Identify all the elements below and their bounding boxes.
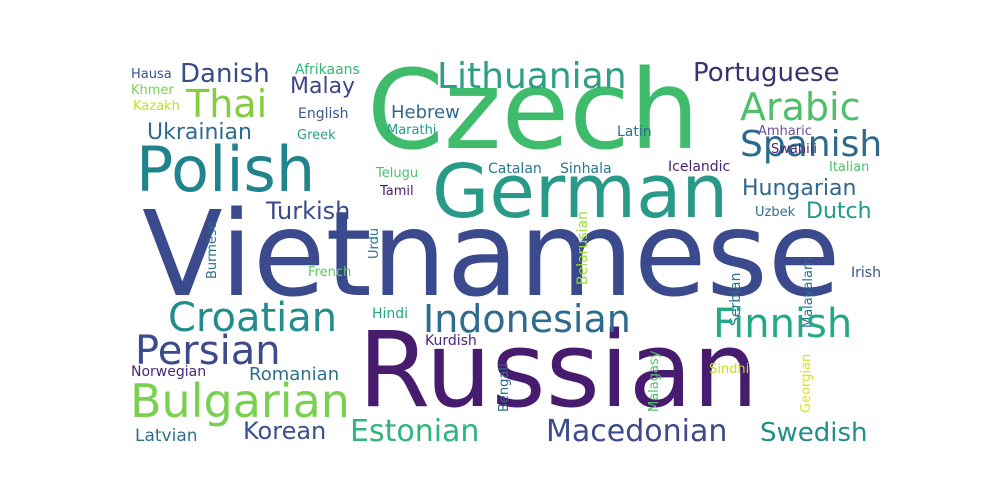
- word-icelandic: Icelandic: [668, 159, 731, 175]
- word-estonian: Estonian: [350, 414, 480, 449]
- word-czech: Czech: [367, 46, 700, 174]
- word-spanish: Spanish: [740, 124, 883, 165]
- word-german: German: [432, 149, 729, 235]
- word-khmer: Khmer: [131, 83, 174, 98]
- word-romanian: Romanian: [249, 364, 340, 385]
- word-burmese: Burmese: [205, 221, 220, 279]
- word-irish: Irish: [851, 265, 881, 281]
- word-hindi: Hindi: [372, 306, 409, 322]
- word-catalan: Catalan: [488, 161, 542, 177]
- word-norwegian: Norwegian: [131, 364, 207, 380]
- word-lithuanian: Lithuanian: [437, 56, 627, 97]
- word-hausa: Hausa: [131, 67, 172, 82]
- word-telugu: Telugu: [376, 166, 419, 181]
- word-portuguese: Portuguese: [693, 58, 840, 88]
- word-latvian: Latvian: [135, 426, 198, 446]
- word-french: French: [308, 265, 352, 280]
- word-kurdish: Kurdish: [425, 333, 477, 349]
- word-uzbek: Uzbek: [755, 205, 796, 220]
- word-bengali: Bengali: [497, 363, 512, 412]
- word-sinhala: Sinhala: [560, 161, 612, 177]
- word-amharic: Amharic: [758, 124, 812, 139]
- word-english: English: [298, 106, 349, 122]
- word-sindhi: Sindhi: [709, 362, 750, 377]
- word-latin: Latin: [617, 124, 652, 140]
- word-tamil: Tamil: [380, 184, 414, 199]
- word-persian: Persian: [135, 328, 281, 374]
- word-bulgarian: Bulgarian: [130, 374, 350, 428]
- word-urdu: Urdu: [367, 227, 382, 259]
- word-macedonian: Macedonian: [546, 414, 728, 449]
- word-malay: Malay: [290, 74, 356, 99]
- word-korean: Korean: [243, 417, 327, 445]
- word-russian: Russian: [358, 309, 759, 431]
- word-indonesian: Indonesian: [423, 297, 631, 341]
- word-turkish: Turkish: [266, 197, 351, 225]
- word-ukrainian: Ukrainian: [147, 120, 252, 145]
- word-swahili: Swahili: [771, 142, 817, 157]
- word-croatian: Croatian: [168, 295, 338, 341]
- word-finnish: Finnish: [713, 301, 853, 347]
- word-dutch: Dutch: [806, 199, 872, 224]
- word-malagasy: Malagasy: [647, 350, 662, 412]
- word-afrikaans: Afrikaans: [295, 62, 360, 78]
- word-italian: Italian: [829, 160, 870, 175]
- word-hungarian: Hungarian: [742, 176, 857, 201]
- word-marathi: Marathi: [387, 123, 437, 138]
- word-vietnamese: Vietnamese: [142, 185, 841, 323]
- word-kazakh: Kazakh: [133, 99, 180, 114]
- word-swedish: Swedish: [760, 418, 868, 448]
- word-belarusian: Belarusian: [575, 211, 591, 285]
- word-hebrew: Hebrew: [391, 102, 460, 123]
- word-thai: Thai: [186, 82, 268, 126]
- word-arabic: Arabic: [740, 85, 861, 129]
- word-greek: Greek: [297, 128, 336, 143]
- word-danish: Danish: [180, 59, 270, 89]
- word-georgian: Georgian: [799, 353, 814, 413]
- word-polish: Polish: [136, 133, 316, 206]
